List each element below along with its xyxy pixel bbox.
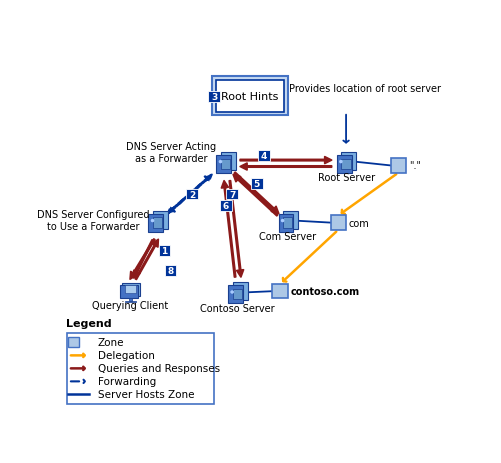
FancyBboxPatch shape [391,159,406,173]
Text: 7: 7 [229,190,235,199]
Text: 4: 4 [261,152,267,161]
Text: Root Hints: Root Hints [221,92,279,101]
FancyBboxPatch shape [120,286,138,298]
Text: Zone: Zone [98,338,124,348]
FancyBboxPatch shape [125,286,136,294]
Text: Server Hosts Zone: Server Hosts Zone [98,389,194,400]
Text: ".": "." [409,161,421,171]
FancyBboxPatch shape [67,333,214,404]
Text: com: com [349,218,370,228]
FancyBboxPatch shape [165,266,176,276]
FancyArrowPatch shape [234,173,279,214]
Text: Contoso Server: Contoso Server [200,304,275,313]
Circle shape [151,220,154,222]
FancyBboxPatch shape [226,189,238,200]
Text: DNS Server Configured
to Use a Forwarder: DNS Server Configured to Use a Forwarder [38,209,150,231]
Text: 3: 3 [211,93,217,102]
FancyBboxPatch shape [208,92,220,103]
Text: Querying Client: Querying Client [93,301,169,311]
FancyBboxPatch shape [158,245,170,257]
FancyBboxPatch shape [125,301,136,303]
Text: Root Server: Root Server [318,173,375,182]
Text: DNS Server Acting
as a Forwarder: DNS Server Acting as a Forwarder [126,142,216,163]
FancyBboxPatch shape [212,77,288,116]
Text: 5: 5 [254,180,260,188]
Circle shape [231,291,233,294]
FancyArrowPatch shape [130,239,155,280]
FancyBboxPatch shape [153,212,168,230]
FancyBboxPatch shape [331,216,346,230]
FancyArrowPatch shape [169,175,212,213]
Text: Com Server: Com Server [259,232,317,241]
FancyBboxPatch shape [283,218,293,228]
FancyArrowPatch shape [229,181,243,277]
FancyArrowPatch shape [240,157,332,164]
FancyBboxPatch shape [273,284,288,299]
FancyArrowPatch shape [233,175,278,216]
Text: Queries and Responses: Queries and Responses [98,363,220,374]
Text: 6: 6 [222,201,229,211]
FancyBboxPatch shape [258,151,270,162]
FancyBboxPatch shape [129,298,132,301]
FancyBboxPatch shape [221,159,230,169]
Text: 8: 8 [167,267,174,276]
FancyBboxPatch shape [148,214,163,232]
Text: contoso.com: contoso.com [291,287,360,297]
FancyArrowPatch shape [240,164,332,170]
FancyBboxPatch shape [279,214,294,232]
FancyBboxPatch shape [251,179,263,189]
Text: Provides location of root server: Provides location of root server [289,83,440,94]
Circle shape [340,161,342,163]
FancyBboxPatch shape [341,159,351,169]
FancyArrowPatch shape [221,181,236,277]
FancyBboxPatch shape [122,284,140,296]
Text: 1: 1 [161,246,167,256]
Text: Legend: Legend [66,319,111,329]
Text: Delegation: Delegation [98,350,154,361]
Circle shape [282,220,284,222]
FancyArrowPatch shape [168,176,210,214]
FancyBboxPatch shape [221,153,236,171]
FancyBboxPatch shape [186,189,198,200]
FancyBboxPatch shape [341,153,356,171]
Text: Forwarding: Forwarding [98,376,156,387]
FancyBboxPatch shape [216,156,231,174]
Circle shape [219,161,221,163]
FancyBboxPatch shape [232,283,247,301]
Text: 2: 2 [189,190,195,199]
FancyBboxPatch shape [232,289,242,300]
FancyBboxPatch shape [153,218,162,228]
FancyBboxPatch shape [216,81,284,113]
FancyBboxPatch shape [68,338,79,348]
FancyBboxPatch shape [220,200,231,211]
FancyBboxPatch shape [337,156,352,174]
FancyArrowPatch shape [135,240,158,280]
FancyArrowPatch shape [134,240,153,278]
FancyBboxPatch shape [228,286,243,304]
FancyBboxPatch shape [283,212,298,230]
